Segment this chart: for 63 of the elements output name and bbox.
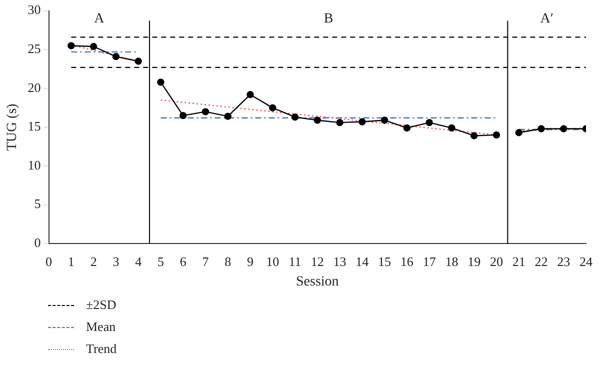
point: [157, 78, 164, 86]
point: [492, 131, 500, 139]
x-tick-label: 20: [490, 254, 503, 269]
annotation: A: [94, 11, 106, 26]
x-axis-title: Session: [296, 274, 339, 290]
point: [246, 91, 254, 98]
point: [134, 58, 142, 65]
y-tick-label: 30: [28, 2, 41, 18]
y-tick-label: 25: [28, 41, 41, 56]
point: [515, 129, 522, 136]
point: [448, 124, 456, 132]
x-tick-label: 14: [356, 254, 370, 269]
point: [380, 116, 388, 124]
point: [426, 118, 433, 126]
legend-label: Trend: [86, 341, 117, 357]
point: [202, 108, 210, 116]
point: [269, 104, 276, 112]
point: [560, 125, 568, 132]
x-tick-label: 7: [202, 254, 210, 269]
point: [112, 52, 120, 60]
point: [180, 112, 187, 120]
y-tick-label: 5: [34, 196, 41, 212]
x-tick-label: 6: [180, 254, 187, 269]
point: [403, 124, 411, 132]
x-tick-label: 19: [468, 254, 481, 269]
legend-label: Mean: [86, 319, 116, 335]
point: [314, 116, 321, 124]
legend-label: ±2SD: [86, 297, 116, 313]
x-tick-label: 18: [445, 254, 458, 269]
point: [90, 42, 98, 50]
x-tick-label: 5: [157, 254, 164, 269]
y-axis-title: TUG (s): [5, 103, 20, 151]
point: [470, 132, 478, 140]
point: [538, 125, 545, 132]
point: [224, 112, 232, 120]
x-tick-label: 12: [310, 254, 324, 269]
x-tick-label: 24: [580, 254, 593, 269]
x-tick-label: 11: [288, 254, 302, 269]
point: [68, 42, 75, 50]
x-tick-label: 3: [112, 254, 120, 269]
x-tick-label: 1: [68, 254, 74, 269]
x-tick-label: 0: [46, 254, 52, 269]
point: [358, 118, 366, 126]
x-tick-label: 23: [557, 254, 570, 269]
x-tick-label: 10: [266, 254, 280, 269]
x-tick-label: 16: [400, 254, 414, 269]
x-tick-label: 13: [333, 254, 346, 269]
y-tick-label: 10: [28, 157, 41, 172]
annotation: B: [324, 11, 334, 26]
y-tick-label: 20: [28, 80, 41, 95]
x-tick-label: 15: [378, 254, 392, 269]
x-tick-label: 8: [224, 254, 232, 269]
x-tick-label: 9: [247, 254, 254, 269]
y-tick-label: 0: [34, 235, 41, 250]
point: [291, 114, 299, 121]
x-tick-label: 17: [422, 254, 436, 269]
point: [336, 118, 344, 126]
annotation: A′: [540, 11, 554, 26]
y-tick-label: 15: [28, 118, 41, 134]
x-tick-label: 21: [512, 254, 526, 269]
x-tick-label: 22: [534, 254, 548, 269]
x-tick-label: 2: [90, 254, 97, 269]
x-tick-label: 4: [135, 254, 142, 269]
